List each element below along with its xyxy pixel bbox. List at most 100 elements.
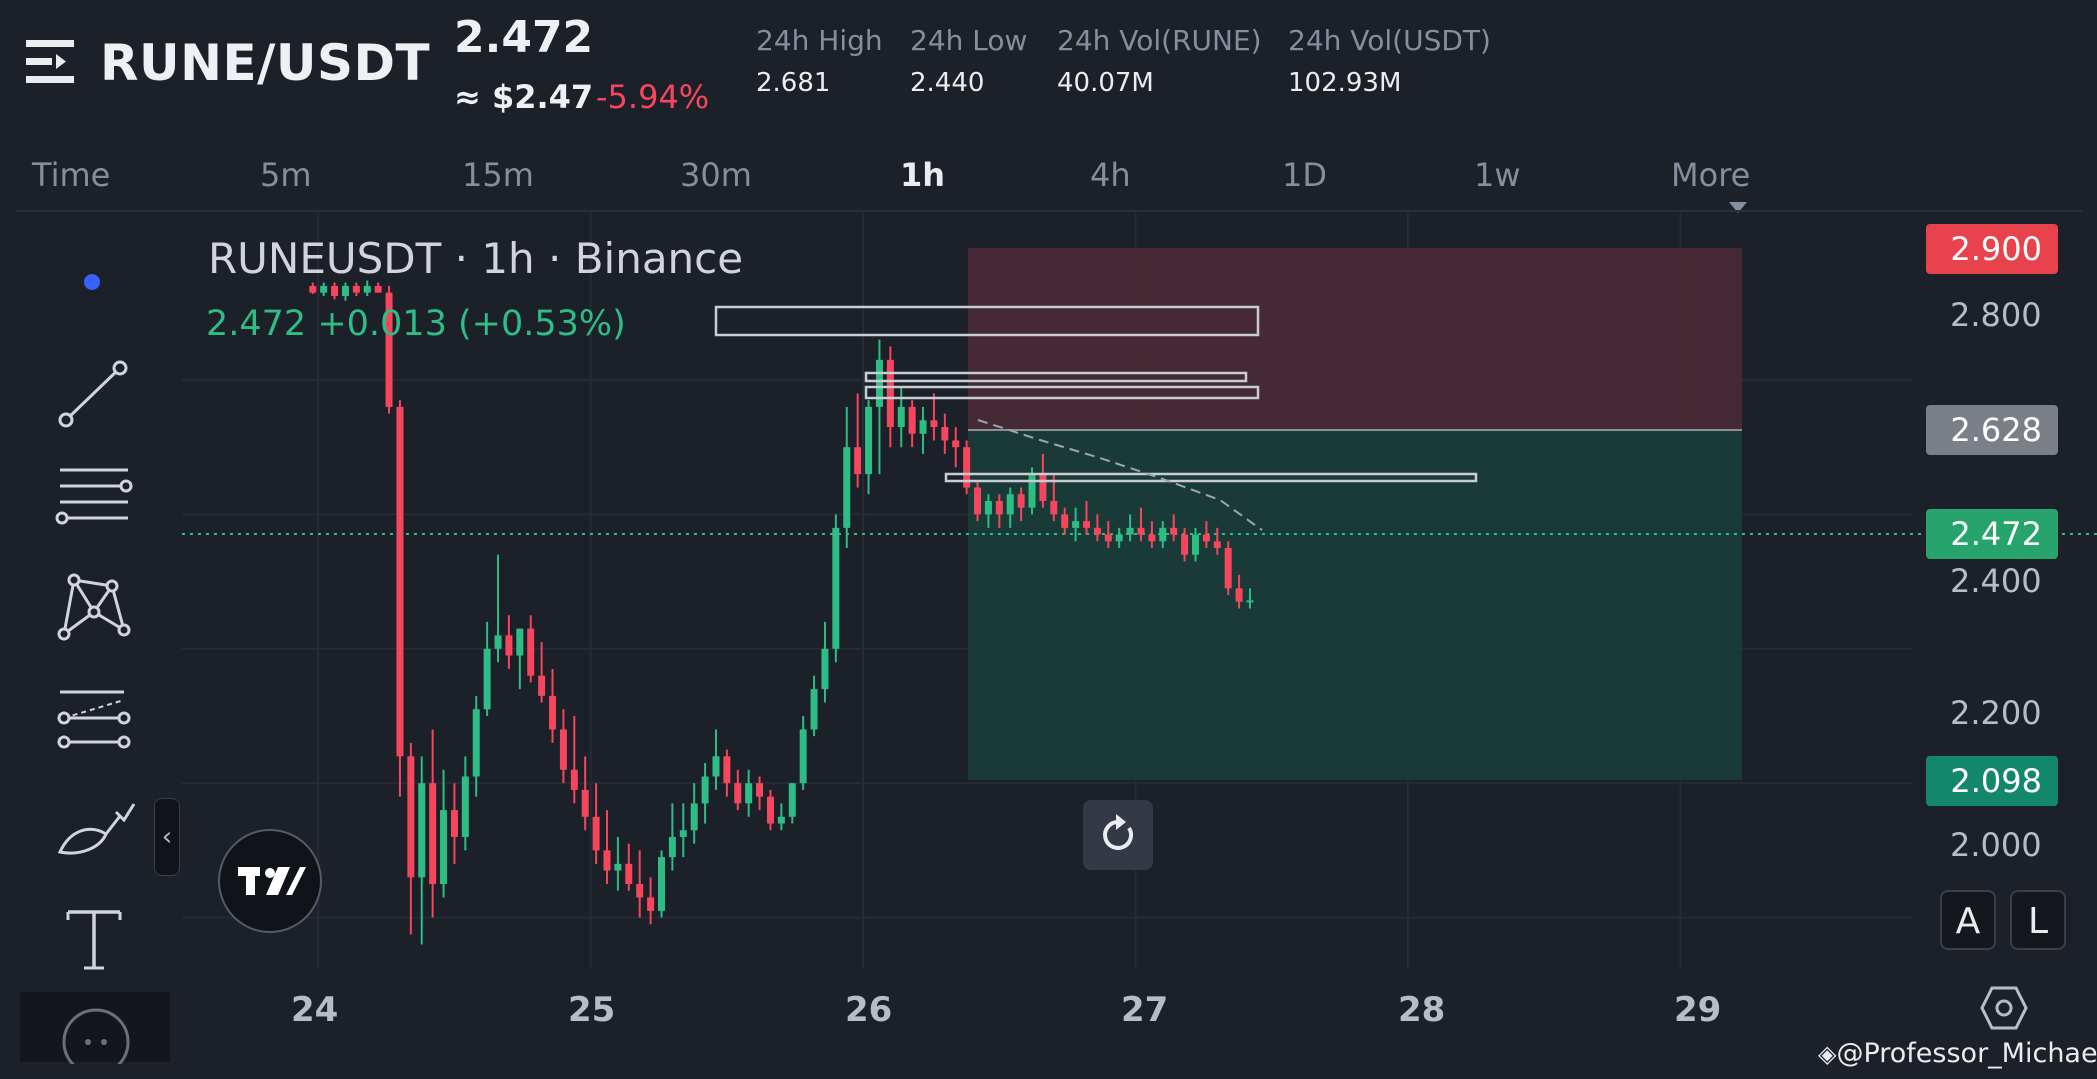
- drawing-toolbar: [0, 212, 182, 1064]
- candle-body: [1050, 500, 1058, 515]
- candle-body: [592, 816, 600, 851]
- chevron-down-icon[interactable]: [1729, 202, 1747, 213]
- candle-body: [1148, 534, 1156, 542]
- candle-body: [832, 527, 840, 649]
- collapse-chevron-icon[interactable]: ‹: [154, 798, 180, 876]
- fib-icon[interactable]: [50, 678, 138, 758]
- candle-body: [908, 406, 916, 434]
- candle-body: [821, 648, 829, 690]
- stat-24h-vol-usdt-label: 24h Vol(USDT): [1288, 24, 1491, 57]
- stop-loss-zone: [968, 248, 1742, 430]
- trend-path-dashed: [977, 419, 1263, 531]
- candle-body: [657, 857, 665, 911]
- candle-body: [1017, 494, 1025, 508]
- candle-body: [1072, 521, 1080, 528]
- dot-icon[interactable]: [84, 274, 100, 290]
- candle-body: [1191, 534, 1199, 555]
- candle-body: [952, 440, 960, 448]
- stat-24h-low-value: 2.440: [910, 68, 985, 98]
- trend-line-icon[interactable]: [50, 354, 138, 434]
- candle-body: [930, 420, 938, 428]
- candle-body: [505, 635, 513, 656]
- candle-body: [559, 729, 567, 770]
- candle-body: [745, 783, 753, 804]
- candle-body: [625, 863, 633, 884]
- candles: [309, 280, 1254, 945]
- price-change-percent: -5.94%: [596, 78, 710, 116]
- candle-body: [1104, 534, 1112, 542]
- candle-body: [1246, 600, 1254, 603]
- tradingview-logo-icon[interactable]: [218, 829, 322, 933]
- settings-hexagon-icon[interactable]: [1980, 984, 2028, 1032]
- stop-price-tag[interactable]: 2.900: [1926, 224, 2058, 274]
- binance-logo-icon: ◈: [1818, 1040, 1837, 1068]
- candle-body: [331, 285, 339, 296]
- candle-body: [636, 884, 644, 898]
- candle-body: [396, 406, 404, 757]
- candle-body: [603, 850, 611, 871]
- y-axis-label: 2.800: [1950, 296, 2042, 334]
- candle-body: [701, 776, 709, 804]
- tab-1h[interactable]: 1h: [900, 156, 946, 194]
- candle-body: [483, 648, 491, 710]
- candle-body: [1028, 474, 1036, 508]
- candle-body: [1213, 541, 1221, 548]
- candle-body: [538, 675, 546, 696]
- more-tools-icon[interactable]: [58, 1004, 134, 1064]
- candle-body: [1170, 527, 1178, 535]
- tab-30m[interactable]: 30m: [680, 156, 752, 194]
- stat-24h-high-value: 2.681: [756, 68, 831, 98]
- candle-body: [799, 729, 807, 784]
- zone-box-lower: [944, 472, 1478, 483]
- log-scale-button[interactable]: L: [2010, 890, 2066, 950]
- target-price-tag[interactable]: 2.098: [1926, 756, 2058, 806]
- trading-pair-title[interactable]: RUNE/USDT: [100, 34, 431, 92]
- auto-scale-button[interactable]: A: [1940, 890, 1996, 950]
- brush-icon[interactable]: [50, 790, 138, 870]
- tab-1d[interactable]: 1D: [1282, 156, 1327, 194]
- candle-body: [549, 695, 557, 730]
- menu-icon[interactable]: [26, 40, 76, 84]
- candle-body: [516, 628, 524, 656]
- usd-price: ≈ $2.47: [454, 78, 594, 116]
- candle-body: [440, 810, 448, 884]
- candle-body: [897, 406, 905, 428]
- text-icon[interactable]: [50, 898, 138, 978]
- candle-body: [309, 285, 317, 293]
- candle-body: [1006, 494, 1014, 515]
- header-divider: [16, 210, 2082, 212]
- candle-body: [756, 783, 764, 797]
- tab-1w[interactable]: 1w: [1474, 156, 1521, 194]
- tab-4h[interactable]: 4h: [1090, 156, 1131, 194]
- candle-body: [1235, 588, 1243, 602]
- candle-body: [429, 783, 437, 884]
- candle-body: [723, 756, 731, 784]
- pattern-icon[interactable]: [50, 566, 138, 646]
- x-axis-label: 26: [845, 990, 893, 1030]
- stat-24h-low-label: 24h Low: [910, 24, 1028, 57]
- horizontal-lines-icon[interactable]: [50, 460, 138, 540]
- candle-body: [494, 635, 502, 649]
- candle-body: [527, 628, 535, 676]
- tab-5m[interactable]: 5m: [260, 156, 312, 194]
- zone-box-mid-1: [864, 371, 1248, 383]
- zone-box-upper: [714, 305, 1260, 337]
- candle-body: [385, 292, 393, 407]
- candle-body: [668, 836, 676, 858]
- tab-more[interactable]: More: [1671, 156, 1751, 194]
- candle-body: [941, 427, 949, 441]
- y-axis-label: 2.000: [1950, 826, 2042, 864]
- chart-symbol-title: RUNEUSDT · 1h · Binance: [208, 234, 744, 283]
- candle-body: [363, 285, 371, 293]
- tab-time[interactable]: Time: [32, 156, 111, 194]
- candle-body: [581, 789, 589, 817]
- candle-body: [1061, 514, 1069, 528]
- candle-body: [984, 500, 992, 515]
- candle-body: [854, 447, 862, 475]
- entry-price-tag[interactable]: 2.628: [1926, 405, 2058, 455]
- candle-body: [875, 359, 883, 407]
- reset-icon[interactable]: [1083, 800, 1153, 870]
- candle-body: [1083, 521, 1091, 528]
- tab-15m[interactable]: 15m: [462, 156, 534, 194]
